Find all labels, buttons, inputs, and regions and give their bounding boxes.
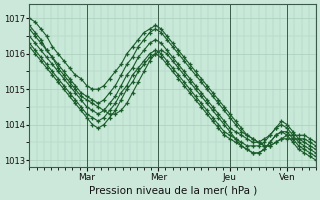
- X-axis label: Pression niveau de la mer( hPa ): Pression niveau de la mer( hPa ): [89, 186, 257, 196]
